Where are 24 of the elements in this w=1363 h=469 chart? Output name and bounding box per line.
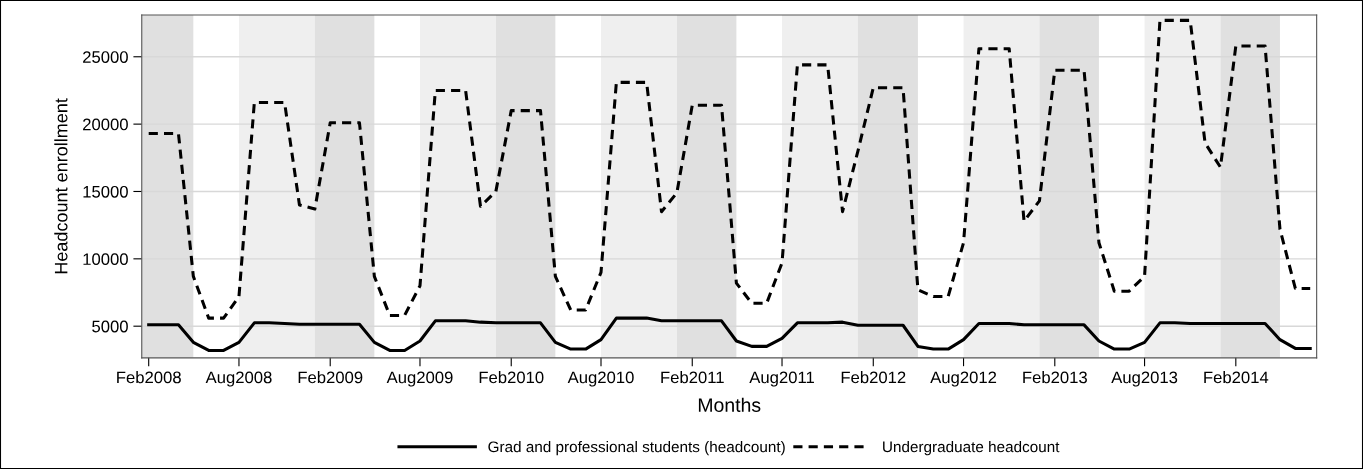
x-tick-label: Aug2011: [749, 371, 814, 387]
x-tick-label: Feb2011: [661, 371, 724, 384]
y-axis-title: Headcount enrollment: [54, 98, 68, 274]
y-tick-label: 25000: [83, 51, 128, 63]
y-tick-label: 10000: [83, 253, 128, 266]
x-tick-label: Aug2010: [567, 371, 634, 387]
line-series: [147, 316, 1312, 352]
line-series: [147, 18, 1312, 320]
y-tick-label: 5000: [92, 320, 128, 333]
x-tick-label: Feb2009: [298, 371, 363, 384]
legend-label: Grad and professional students (headcount): [488, 441, 785, 456]
x-tick-label: Feb2010: [479, 371, 544, 384]
y-tick-label: 20000: [83, 118, 128, 131]
x-tick-label: Feb2012: [841, 371, 906, 384]
x-tick-label: Aug2012: [930, 371, 997, 387]
y-tick-label: 15000: [83, 185, 128, 198]
legend-label: Undergraduate headcount: [883, 441, 1060, 456]
x-tick-label: Aug2008: [205, 371, 272, 387]
x-axis-title: Months: [698, 397, 761, 412]
x-tick-label: Aug2009: [386, 371, 453, 387]
x-tick-label: Aug2013: [1111, 371, 1178, 387]
x-tick-label: Feb2008: [117, 371, 181, 384]
x-tick-label: Feb2013: [1023, 371, 1087, 384]
x-tick-label: Feb2014: [1204, 371, 1269, 384]
